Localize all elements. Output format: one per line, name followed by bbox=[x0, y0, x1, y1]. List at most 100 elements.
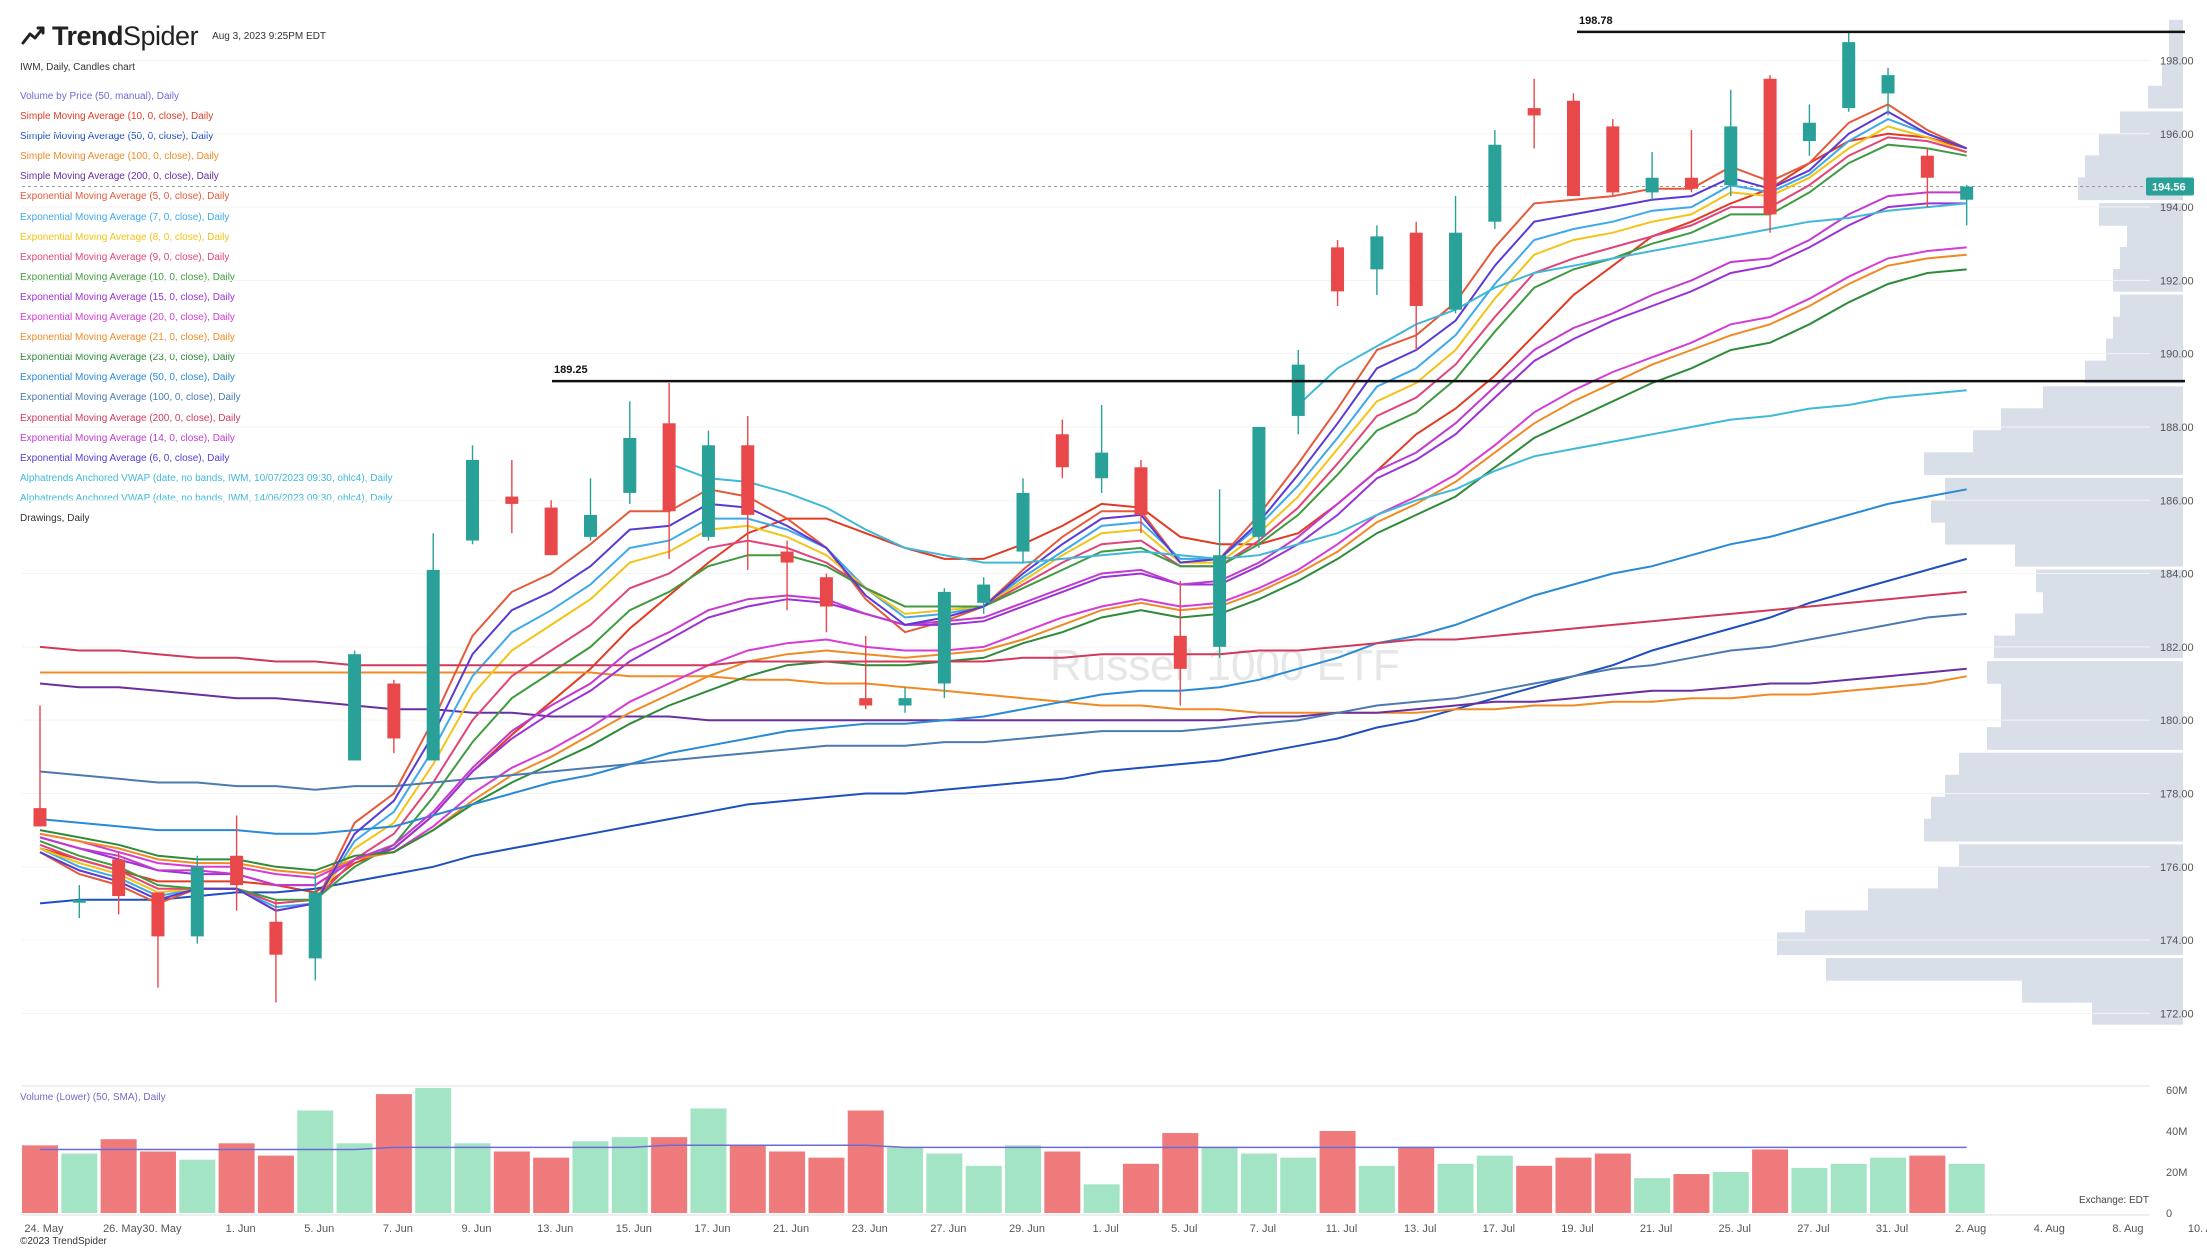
candlesticks[interactable] bbox=[33, 31, 1974, 1003]
indicator-legend: Volume by Price (50, manual), Daily Simpl… bbox=[20, 87, 392, 529]
legend-item[interactable]: Simple Moving Average (100, 0, close), D… bbox=[20, 151, 219, 163]
candle-body[interactable] bbox=[1449, 232, 1463, 310]
date-tick-label: 24. May bbox=[24, 1223, 64, 1235]
candle-body[interactable] bbox=[623, 437, 637, 493]
legend-item[interactable]: Exponential Moving Average (50, 0, close… bbox=[20, 372, 235, 384]
legend-item[interactable]: Exponential Moving Average (10, 0, close… bbox=[20, 271, 235, 283]
candle-body[interactable] bbox=[544, 507, 558, 556]
candle-body[interactable] bbox=[662, 423, 676, 512]
ma-line bbox=[39, 103, 1968, 912]
candle-body[interactable] bbox=[151, 892, 165, 937]
candle-body[interactable] bbox=[1409, 232, 1423, 307]
volume-bar bbox=[1122, 1163, 1159, 1213]
candle-body[interactable] bbox=[190, 866, 204, 937]
ma-line bbox=[39, 667, 1967, 722]
candle-body[interactable] bbox=[1842, 42, 1856, 109]
legend-item[interactable]: Exponential Moving Average (14, 0, close… bbox=[20, 432, 235, 444]
price-tick-label: 184.00 bbox=[2160, 569, 2194, 581]
volume-bar bbox=[336, 1143, 373, 1213]
candle-body[interactable] bbox=[112, 859, 126, 897]
legend-item[interactable]: Simple Moving Average (200, 0, close), D… bbox=[20, 171, 219, 183]
candle-body[interactable] bbox=[1606, 126, 1620, 193]
volume-bar bbox=[1398, 1147, 1435, 1213]
candle-body[interactable] bbox=[1684, 177, 1698, 189]
candle-body[interactable] bbox=[859, 698, 873, 706]
candle-body[interactable] bbox=[269, 921, 283, 955]
candle-body[interactable] bbox=[701, 445, 715, 537]
date-tick-label: 23. Jun bbox=[852, 1223, 888, 1235]
candle-body[interactable] bbox=[977, 584, 991, 603]
volume-profile-bar bbox=[2120, 111, 2183, 135]
candle-body[interactable] bbox=[72, 899, 86, 903]
legend-item[interactable]: Alphatrends Anchored VWAP (date, no band… bbox=[20, 492, 393, 504]
candle-body[interactable] bbox=[1331, 247, 1345, 292]
legend-item[interactable]: Exponential Moving Average (15, 0, close… bbox=[20, 291, 235, 303]
ma-line bbox=[39, 590, 1967, 667]
candle-body[interactable] bbox=[505, 496, 519, 504]
legend-item[interactable]: Exponential Moving Average (8, 0, close)… bbox=[20, 231, 230, 243]
candle-body[interactable] bbox=[1095, 452, 1109, 479]
candle-body[interactable] bbox=[1055, 434, 1069, 468]
legend-item[interactable]: Exponential Moving Average (23, 0, close… bbox=[20, 352, 235, 364]
candle-body[interactable] bbox=[1252, 426, 1266, 537]
date-tick-label: 21. Jun bbox=[773, 1223, 809, 1235]
legend-item[interactable]: Exponential Moving Average (20, 0, close… bbox=[20, 312, 235, 324]
legend-item[interactable]: Exponential Moving Average (21, 0, close… bbox=[20, 332, 235, 344]
candle-body[interactable] bbox=[1291, 364, 1305, 416]
candle-body[interactable] bbox=[1763, 78, 1777, 215]
candle-body[interactable] bbox=[348, 654, 362, 761]
candle-body[interactable] bbox=[1213, 555, 1227, 647]
candle-body[interactable] bbox=[1134, 467, 1148, 515]
volume-profile-bar bbox=[2085, 360, 2183, 384]
volume-legend: Volume (Lower) (50, SMA), Daily bbox=[20, 1092, 166, 1103]
legend-item[interactable]: Simple Moving Average (50, 0, close), Da… bbox=[20, 131, 214, 143]
volume-bar bbox=[218, 1143, 255, 1213]
volume-bar bbox=[1752, 1149, 1789, 1213]
date-tick-label: 26. May bbox=[103, 1223, 143, 1235]
volume-tick-label: 60M bbox=[2166, 1085, 2187, 1097]
candle-body[interactable] bbox=[937, 591, 951, 684]
candle-body[interactable] bbox=[387, 683, 401, 739]
legend-item[interactable]: Exponential Moving Average (5, 0, close)… bbox=[20, 191, 230, 203]
horizontal-levels[interactable]: 198.78 189.25 bbox=[552, 15, 2185, 383]
candle-body[interactable] bbox=[1016, 492, 1030, 552]
candle-body[interactable] bbox=[308, 892, 322, 959]
candle-body[interactable] bbox=[33, 808, 47, 827]
legend-item[interactable]: Alphatrends Anchored VWAP (date, no band… bbox=[20, 472, 393, 484]
legend-item[interactable]: Volume by Price (50, manual), Daily bbox=[20, 91, 179, 102]
candle-body[interactable] bbox=[1724, 126, 1738, 186]
candle-body[interactable] bbox=[1960, 186, 1974, 200]
candle-body[interactable] bbox=[1802, 122, 1816, 142]
volume-sma-line bbox=[40, 1144, 1967, 1151]
candle-body[interactable] bbox=[466, 459, 480, 541]
candle-body[interactable] bbox=[1881, 75, 1895, 94]
candle-body[interactable] bbox=[230, 855, 244, 886]
candle-body[interactable] bbox=[1488, 144, 1502, 222]
candle-body[interactable] bbox=[1527, 108, 1541, 116]
legend-item[interactable]: Exponential Moving Average (200, 0, clos… bbox=[20, 412, 241, 424]
legend-item[interactable]: Exponential Moving Average (6, 0, close)… bbox=[20, 452, 230, 464]
last-price-label: 194.56 bbox=[2152, 182, 2186, 194]
volume-profile-bar bbox=[1924, 452, 2183, 475]
candle-body[interactable] bbox=[898, 698, 912, 706]
volume-bar bbox=[1240, 1153, 1277, 1213]
date-tick-label: 10. Aug bbox=[2188, 1223, 2207, 1235]
candle-body[interactable] bbox=[819, 577, 833, 607]
candle-body[interactable] bbox=[426, 569, 440, 761]
legend-item[interactable]: Simple Moving Average (10, 0, close), Da… bbox=[20, 111, 214, 123]
candle-body[interactable] bbox=[780, 551, 794, 563]
volume-bar bbox=[965, 1165, 1002, 1213]
legend-item[interactable]: Exponential Moving Average (100, 0, clos… bbox=[20, 392, 241, 404]
candle-body[interactable] bbox=[1173, 635, 1187, 669]
candle-body[interactable] bbox=[741, 445, 755, 515]
candle-body[interactable] bbox=[1645, 177, 1659, 193]
candle-body[interactable] bbox=[583, 514, 597, 537]
legend-item[interactable]: Exponential Moving Average (9, 0, close)… bbox=[20, 251, 230, 263]
candle-body[interactable] bbox=[1920, 155, 1934, 178]
exchange-timezone: Exchange: EDT bbox=[2078, 1195, 2149, 1206]
candle-body[interactable] bbox=[1566, 100, 1580, 197]
candle-body[interactable] bbox=[1370, 236, 1384, 270]
legend-item[interactable]: Exponential Moving Average (7, 0, close)… bbox=[20, 211, 230, 223]
legend-item[interactable]: Drawings, Daily bbox=[20, 512, 90, 524]
